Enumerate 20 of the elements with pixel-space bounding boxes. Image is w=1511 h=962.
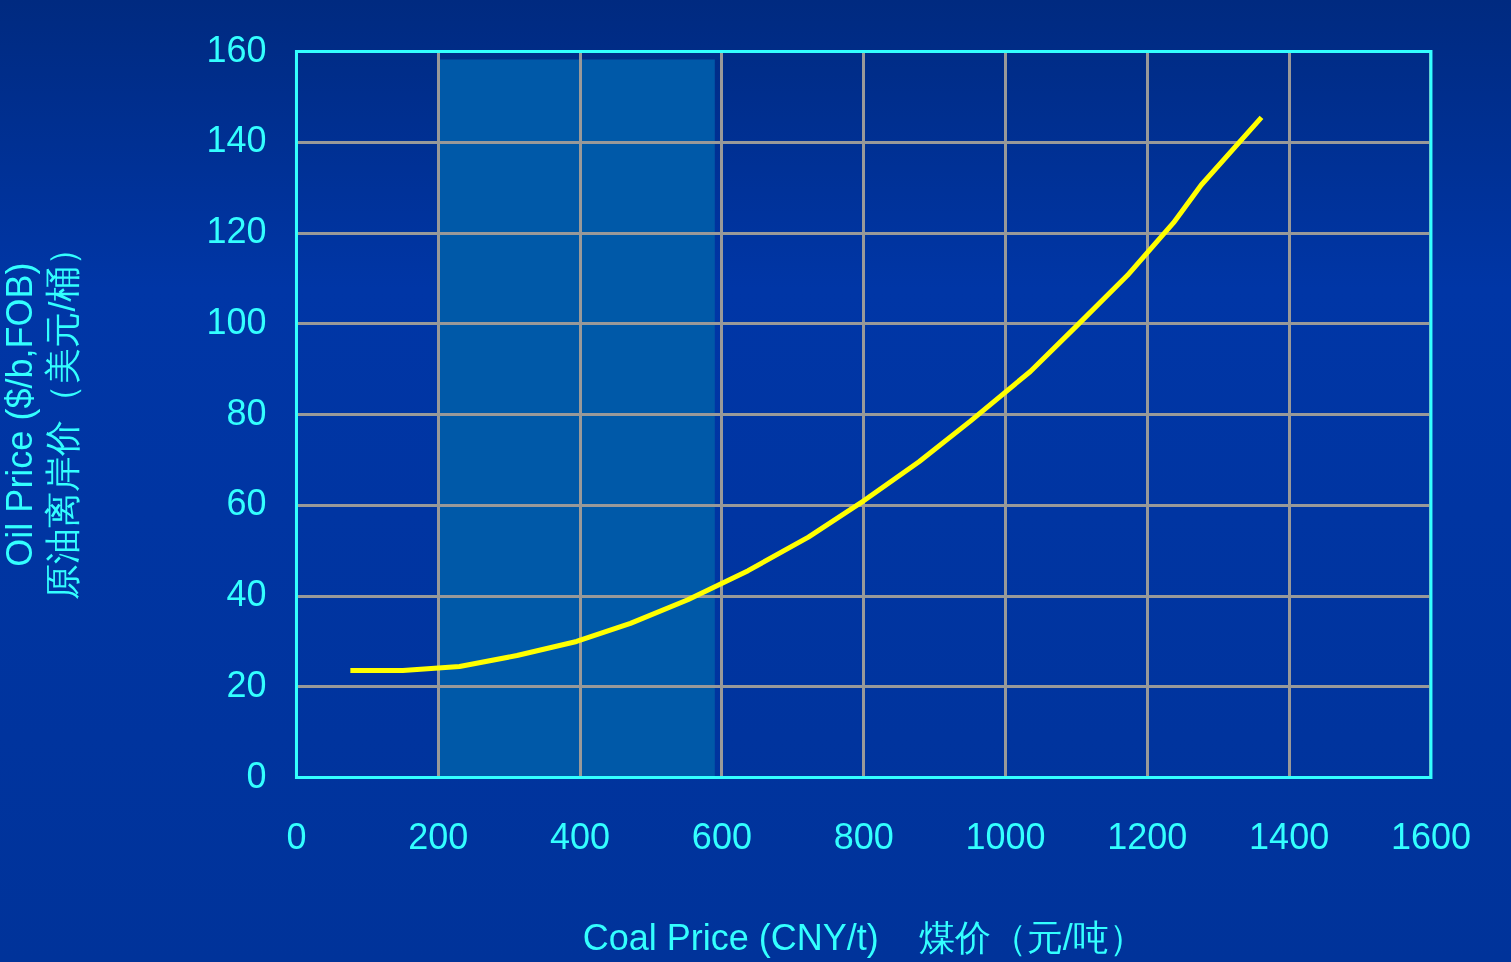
y-tick-label: 120 bbox=[206, 210, 267, 252]
y-tick-label: 40 bbox=[226, 573, 267, 615]
x-tick-label: 200 bbox=[408, 816, 469, 858]
y-tick-label: 60 bbox=[226, 482, 267, 524]
x-tick-label: 400 bbox=[550, 816, 611, 858]
x-tick-label: 0 bbox=[286, 816, 307, 858]
x-tick-label: 800 bbox=[833, 816, 894, 858]
y-axis-title: Oil Price ($/b,FOB) 原油离岸价（美元/桶） bbox=[0, 229, 83, 600]
x-axis-title: Coal Price (CNY/t) 煤价（元/吨） bbox=[582, 917, 1145, 959]
x-tick-label: 1600 bbox=[1390, 816, 1471, 858]
y-tick-label: 0 bbox=[246, 754, 267, 796]
x-tick-label: 1400 bbox=[1249, 816, 1330, 858]
y-tick-label: 20 bbox=[226, 663, 267, 705]
y-tick-label: 100 bbox=[206, 300, 267, 342]
x-tick-label: 600 bbox=[691, 816, 752, 858]
y-tick-label: 160 bbox=[206, 28, 267, 70]
x-tick-label: 1000 bbox=[965, 816, 1046, 858]
y-tick-label: 140 bbox=[206, 119, 267, 161]
y-tick-label: 80 bbox=[226, 391, 267, 433]
x-tick-label: 1200 bbox=[1107, 816, 1188, 858]
